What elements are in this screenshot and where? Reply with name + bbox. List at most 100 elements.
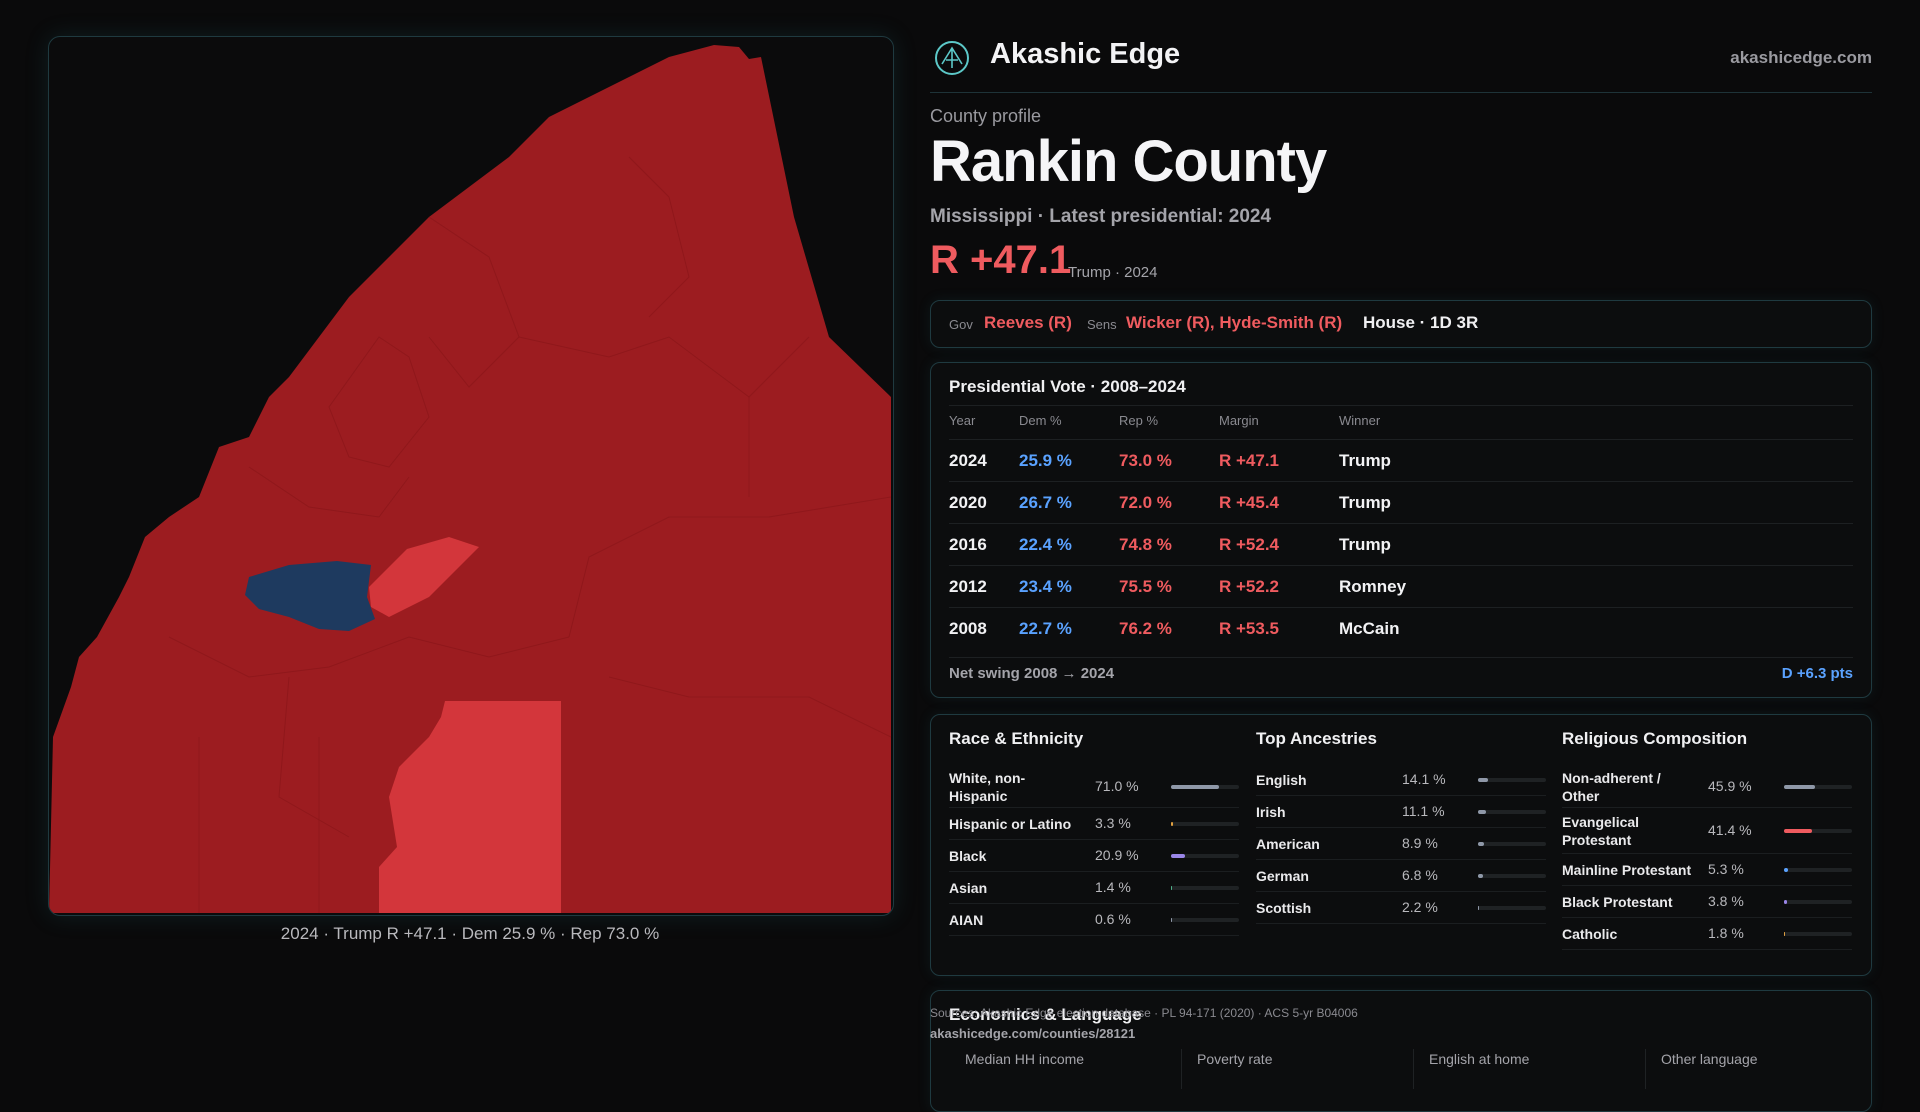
race-label: Black (949, 848, 987, 864)
race-label: Asian (949, 880, 988, 896)
race-value: 1.4 % (1095, 879, 1131, 895)
net-swing-label: Net swing 2008 → 2024 (949, 665, 1115, 682)
race-value: 71.0 % (1095, 778, 1139, 794)
list-item: American 8.9 % (1256, 831, 1546, 860)
list-item: White, non-Hispanic 71.0 % (949, 767, 1239, 808)
ancestry-value: 2.2 % (1402, 899, 1438, 915)
religion-bar (1784, 932, 1786, 936)
race-bar (1171, 886, 1173, 890)
margin-note: Trump · 2024 (1068, 264, 1158, 281)
county-shape[interactable] (49, 45, 891, 913)
winner-cell: McCain (1339, 619, 1400, 638)
col-header-rep: Rep % (1119, 413, 1159, 428)
district-light-central[interactable] (369, 537, 479, 617)
year-cell: 2016 (949, 535, 987, 554)
list-item: AIAN 0.6 % (949, 907, 1239, 936)
list-item: English 14.1 % (1256, 767, 1546, 796)
religion-bar (1784, 785, 1816, 789)
ancestry-bar (1478, 810, 1486, 814)
dem-cell: 23.4 % (1019, 577, 1072, 596)
col-header-winner: Winner (1339, 413, 1381, 428)
ancestry-title: Top Ancestries (1256, 729, 1377, 748)
race-label: White, non-Hispanic (949, 770, 1026, 804)
rep-cell: 74.8 % (1119, 535, 1172, 554)
race-value: 0.6 % (1095, 911, 1131, 927)
year-cell: 2008 (949, 619, 987, 638)
stat-label: English at home (1429, 1051, 1530, 1067)
econ-title: Economics & Language (949, 1005, 1142, 1024)
akashic-logo-icon (935, 41, 969, 75)
map-caption: 2024 · Trump R +47.1 · Dem 25.9 % · Rep … (280, 924, 660, 943)
religion-label: Mainline Protestant (1562, 862, 1692, 878)
profile-panel: Akashic Edge akashicedge.com County prof… (930, 0, 1872, 1112)
winner-cell: Trump (1339, 535, 1391, 554)
table-row[interactable]: 2020 26.7 % 72.0 % R +45.4 Trump (949, 481, 1853, 524)
race-label: AIAN (949, 912, 984, 928)
gov-label: Gov (949, 317, 973, 332)
ancestry-label: American (1256, 836, 1320, 852)
race-bar (1171, 918, 1173, 922)
net-swing-value: D +6.3 pts (1781, 665, 1853, 682)
list-item: Black 20.9 % (949, 843, 1239, 872)
year-cell: 2012 (949, 577, 987, 596)
list-item: Mainline Protestant 5.3 % (1562, 857, 1852, 886)
religion-label: Catholic (1562, 926, 1618, 942)
table-row[interactable]: 2008 22.7 % 76.2 % R +53.5 McCain (949, 607, 1853, 650)
race-bar (1171, 822, 1174, 826)
year-cell: 2020 (949, 493, 987, 512)
dem-cell: 22.4 % (1019, 535, 1072, 554)
table-row[interactable]: 2012 23.4 % 75.5 % R +52.2 Romney (949, 565, 1853, 608)
ancestry-bar (1478, 906, 1480, 910)
ancestry-value: 14.1 % (1402, 771, 1446, 787)
list-item: Irish 11.1 % (1256, 799, 1546, 828)
district-light-east[interactable] (379, 701, 561, 913)
race-value: 3.3 % (1095, 815, 1131, 831)
dem-cell: 26.7 % (1019, 493, 1072, 512)
list-item: German 6.8 % (1256, 863, 1546, 892)
page-title: Rankin County (930, 129, 1327, 194)
religion-title: Religious Composition (1562, 729, 1748, 748)
race-title: Race & Ethnicity (949, 729, 1084, 748)
col-header-year: Year (949, 413, 976, 428)
religion-label: Evangelical Protestant (1562, 814, 1640, 848)
brand-header: Akashic Edge akashicedge.com (930, 36, 1872, 93)
religion-value: 1.8 % (1708, 925, 1744, 941)
demographics-card: Race & Ethnicity White, non-Hispanic 71.… (930, 714, 1872, 976)
list-item: Hispanic or Latino 3.3 % (949, 811, 1239, 840)
religion-value: 41.4 % (1708, 822, 1752, 838)
religion-column: Religious Composition Non-adherent / Oth… (1562, 715, 1852, 975)
race-column: Race & Ethnicity White, non-Hispanic 71.… (949, 715, 1239, 975)
ancestry-bar (1478, 842, 1485, 846)
ancestry-bar (1478, 778, 1488, 782)
sens-value: Wicker (R), Hyde-Smith (R) (1126, 313, 1343, 332)
religion-value: 45.9 % (1708, 778, 1752, 794)
margin-cell: R +52.4 (1219, 535, 1280, 554)
year-cell: 2024 (949, 451, 987, 470)
profile-eyebrow: County profile (930, 106, 1042, 126)
table-row[interactable]: 2024 25.9 % 73.0 % R +47.1 Trump (949, 439, 1853, 482)
brand-url-link[interactable]: akashicedge.com (1730, 48, 1872, 67)
winner-cell: Trump (1339, 493, 1391, 512)
list-item: Evangelical Protestant 41.4 % (1562, 811, 1852, 854)
source-note: Sources: Akashic Edge election database … (930, 1006, 1358, 1020)
source-url-link[interactable]: akashicedge.com/counties/28121 (930, 1026, 1136, 1041)
rep-cell: 75.5 % (1119, 577, 1172, 596)
religion-label: Non-adherent / Other (1562, 770, 1661, 804)
religion-bar (1784, 900, 1787, 904)
margin-cell: R +52.2 (1219, 577, 1280, 596)
table-row[interactable]: 2016 22.4 % 74.8 % R +52.4 Trump (949, 523, 1853, 566)
ancestry-value: 8.9 % (1402, 835, 1438, 851)
race-value: 20.9 % (1095, 847, 1139, 863)
margin-cell: R +47.1 (1219, 451, 1280, 470)
list-item: Asian 1.4 % (949, 875, 1239, 904)
religion-bar (1784, 868, 1788, 872)
precinct-map[interactable] (48, 36, 894, 916)
margin-cell: R +53.5 (1219, 619, 1280, 638)
stat-label: Other language (1661, 1051, 1758, 1067)
stat-label: Poverty rate (1197, 1051, 1273, 1067)
map-svg[interactable] (49, 37, 893, 915)
col-header-dem: Dem % (1019, 413, 1062, 428)
district-dem[interactable] (245, 561, 375, 631)
race-bar (1171, 785, 1220, 789)
margin-cell: R +45.4 (1219, 493, 1280, 512)
